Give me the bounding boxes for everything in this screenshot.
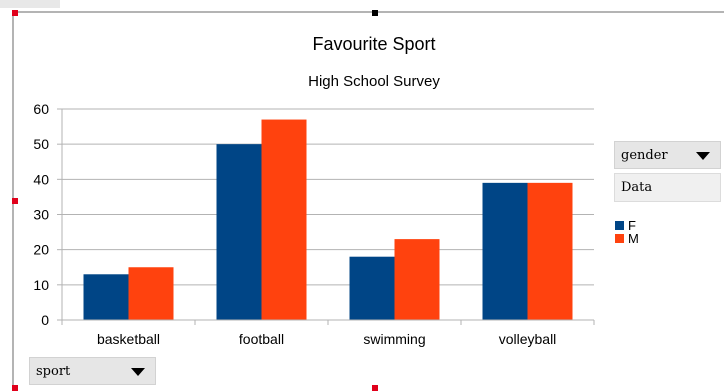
legend-label-m: M: [628, 231, 639, 246]
bar-f-football: [216, 144, 262, 320]
x-tick-label: football: [239, 331, 284, 347]
bar-f-basketball: [83, 274, 129, 320]
y-tick-label: 60: [33, 101, 49, 117]
bar-f-volleyball: [482, 182, 528, 320]
column-field-label: gender: [621, 147, 668, 163]
y-tick-label: 40: [33, 171, 49, 187]
chart-subtitle: High School Survey: [308, 73, 440, 90]
legend-swatch-f: [615, 221, 624, 230]
legend-label-f: F: [628, 218, 636, 233]
y-tick-label: 30: [33, 207, 49, 223]
bar-m-football: [261, 119, 307, 320]
chart-title: Favourite Sport: [312, 34, 435, 54]
y-tick-label: 0: [41, 312, 49, 328]
row-field-button[interactable]: sport: [29, 357, 156, 385]
bar-m-swimming: [394, 239, 440, 320]
y-tick-label: 10: [33, 277, 49, 293]
legend-swatch-m: [615, 234, 624, 243]
chart-frame-top: [12, 11, 724, 13]
selection-handle-bottom-left[interactable]: [12, 385, 18, 391]
row-field-label: sport: [36, 363, 71, 379]
chevron-down-icon: [696, 152, 710, 160]
x-tick-label: swimming: [363, 331, 425, 347]
selection-handle-top-middle[interactable]: [372, 10, 378, 16]
legend-item-m: M: [615, 231, 639, 246]
x-tick-label: basketball: [97, 331, 160, 347]
corner-mark: [0, 0, 60, 8]
bar-m-basketball: [128, 267, 174, 320]
chevron-down-icon: [131, 368, 145, 376]
bar-f-swimming: [349, 256, 395, 320]
bars: [83, 119, 573, 320]
legend: F M: [615, 218, 639, 246]
axes: 0 10 20 30 40 50 60 basketball football swimming v…: [33, 101, 595, 347]
data-field-box: Data: [614, 173, 721, 202]
bar-m-volleyball: [527, 182, 573, 320]
data-field-label: Data: [621, 180, 653, 195]
column-field-button[interactable]: gender: [614, 141, 721, 169]
y-tick-label: 20: [33, 242, 49, 258]
selection-handle-bottom-middle[interactable]: [372, 385, 378, 391]
selection-handle-middle-left[interactable]: [12, 198, 18, 204]
legend-item-f: F: [615, 218, 639, 233]
x-tick-label: volleyball: [499, 331, 557, 347]
y-tick-label: 50: [33, 136, 49, 152]
selection-handle-top-left[interactable]: [12, 10, 18, 16]
